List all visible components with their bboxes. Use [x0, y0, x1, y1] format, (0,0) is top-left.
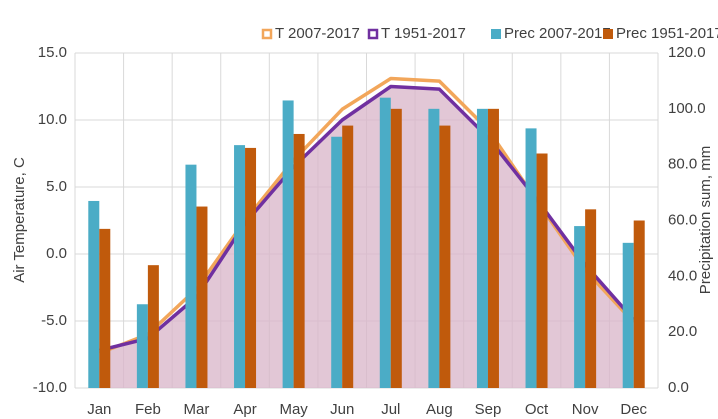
x-tick-label: Jun: [330, 401, 354, 418]
legend-label: T 1951-2017: [381, 25, 466, 42]
legend-label: Prec 2007-2017: [504, 25, 611, 42]
bar: [88, 200, 100, 388]
y2-tick-label: 0.0: [668, 379, 689, 396]
y-axis-title: Air Temperature, C: [11, 157, 28, 283]
y-tick-label: 5.0: [46, 178, 67, 195]
y-tick-label: -10.0: [33, 379, 67, 396]
y2-tick-label: 20.0: [668, 323, 697, 340]
bar: [147, 265, 159, 388]
y-tick-label: 10.0: [38, 111, 67, 128]
bar: [379, 97, 391, 389]
bar: [234, 145, 246, 388]
bar: [245, 147, 257, 388]
y2-tick-label: 80.0: [668, 156, 697, 173]
bar: [342, 125, 354, 388]
bar: [574, 226, 586, 388]
legend-marker: [603, 29, 613, 39]
legend-marker: [491, 29, 501, 39]
x-tick-label: Mar: [184, 401, 210, 418]
bar: [428, 108, 440, 388]
bar: [390, 108, 402, 388]
legend-marker: [367, 28, 379, 40]
bar: [536, 153, 548, 388]
x-tick-label: Aug: [426, 401, 453, 418]
x-tick-label: Dec: [620, 401, 647, 418]
y2-axis-title: Precipitation sum, mm: [697, 146, 714, 294]
y2-tick-label: 40.0: [668, 267, 697, 284]
y-tick-label: 15.0: [38, 44, 67, 61]
bar: [99, 228, 111, 388]
bar: [185, 164, 197, 388]
bar: [331, 136, 343, 388]
x-tick-label: Sep: [475, 401, 502, 418]
bar: [622, 242, 634, 388]
x-tick-label: Nov: [572, 401, 599, 418]
x-tick-label: Apr: [233, 401, 256, 418]
bar: [439, 125, 451, 388]
x-tick-label: May: [279, 401, 308, 418]
bar: [476, 108, 488, 388]
bar: [196, 206, 208, 388]
bar: [293, 133, 305, 388]
bar: [525, 128, 537, 388]
area: [99, 86, 634, 388]
x-tick-label: Jul: [381, 401, 400, 418]
bar: [136, 304, 148, 388]
x-tick-label: Jan: [87, 401, 111, 418]
x-tick-label: Oct: [525, 401, 549, 418]
bar: [585, 209, 597, 388]
x-tick-label: Feb: [135, 401, 161, 418]
y2-tick-label: 60.0: [668, 211, 697, 228]
legend-label: T 2007-2017: [275, 25, 360, 42]
y-tick-label: -5.0: [41, 312, 67, 329]
bar: [633, 220, 645, 388]
y2-tick-label: 120.0: [668, 44, 706, 61]
y-tick-label: 0.0: [46, 245, 67, 262]
y2-tick-label: 100.0: [668, 100, 706, 117]
bar: [487, 108, 499, 388]
legend-label: Prec 1951-2017: [616, 25, 718, 42]
legend-marker: [261, 28, 273, 40]
bar: [282, 100, 294, 388]
